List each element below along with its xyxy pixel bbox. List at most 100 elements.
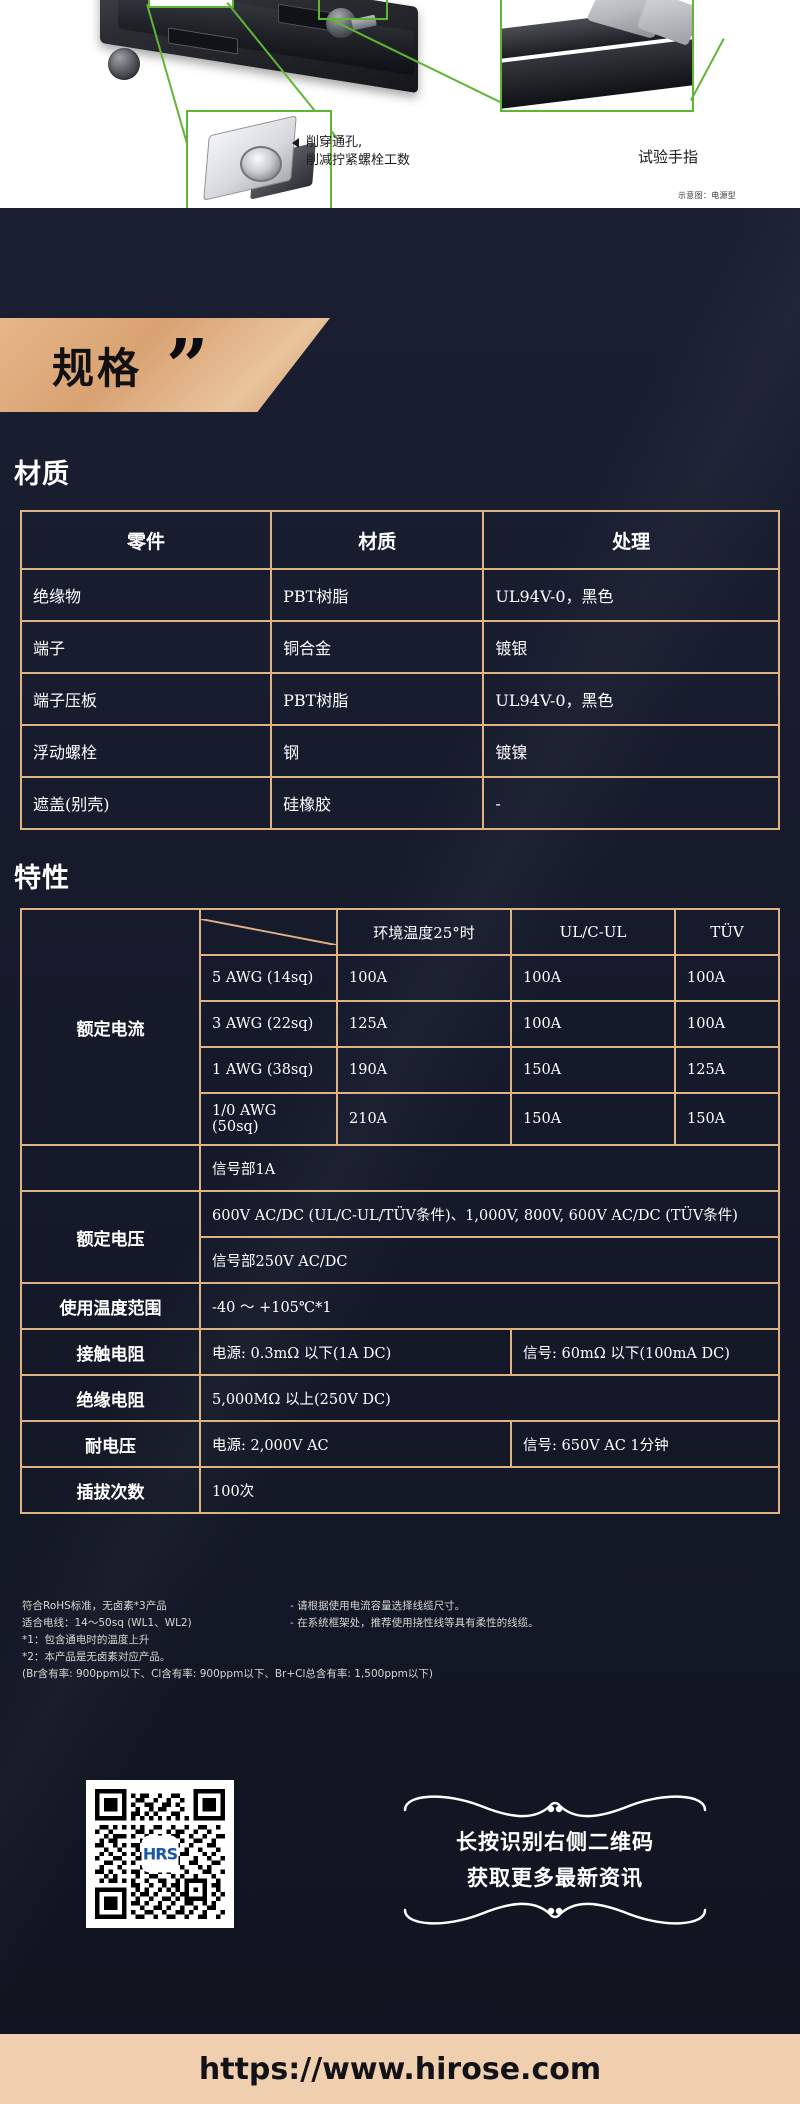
table-row: 3 AWG (22sq) 125A 100A 100A [21, 1000, 780, 1048]
qr-code-matrix [95, 1789, 225, 1919]
current-value: 150A [510, 1092, 676, 1146]
current-value: 100A [510, 954, 676, 1002]
feature-table: 额定电流 环境温度25°时 UL/C-UL TÜV 5 AWG (14sq) 1… [20, 908, 780, 1514]
note-halogen-content: (Br含有率: 900ppm以下、Cl含有率: 900ppm以下、Br+Cl总含… [22, 1668, 433, 1680]
cycles-value: 100次 [199, 1466, 780, 1514]
note-star1: *1：包含通电时的温度上升 [22, 1634, 150, 1646]
material-cell: 端子压板 [19, 672, 273, 726]
material-section-title: 材质 [14, 459, 70, 490]
material-col-material: 材质 [270, 510, 485, 570]
float-bolt-left [108, 48, 140, 80]
product-photo: 削穿通孔, 削减拧紧螺栓工数 试验手指 示意图：电源型 [0, 0, 800, 208]
current-value: 150A [510, 1046, 676, 1094]
annotation-test-finger: 试验手指 [638, 148, 699, 166]
material-table-header-row: 零件 材质 处理 [19, 510, 780, 570]
material-cell: PBT树脂 [270, 672, 485, 726]
voltage-power-value: 600V AC/DC (UL/C-UL/TÜV条件)、1,000V, 800V,… [199, 1190, 780, 1238]
table-row: 1 AWG (38sq) 190A 150A 125A [21, 1046, 780, 1094]
note-flexible-cable: - 在系统框架处，推荐使用挠性线等具有柔性的线缆。 [290, 1617, 539, 1629]
feature-col-tuv: TÜV [674, 908, 780, 956]
material-cell: 镀镍 [482, 724, 780, 778]
qr-message-block: 长按识别右侧二维码 获取更多最新资讯 [390, 1790, 720, 1930]
table-row: 5 AWG (14sq) 100A 100A 100A [21, 954, 780, 1002]
feature-col-ambient: 环境温度25°时 [336, 908, 512, 956]
table-row: 信号部250V AC/DC [21, 1236, 780, 1284]
flourish-top-icon [403, 1795, 707, 1818]
hrs-logo: HRS [141, 1835, 179, 1873]
material-cell: 铜合金 [270, 620, 485, 674]
material-cell: PBT树脂 [270, 568, 485, 622]
current-value: 190A [336, 1046, 512, 1094]
callout-box-test-finger [500, 0, 694, 112]
feature-row-label-current: 额定电流 [20, 908, 201, 1146]
triangle-pointer-icon [292, 138, 299, 148]
leader-line-finger [690, 38, 725, 101]
current-value: 100A [674, 1000, 780, 1048]
hrs-logo-text: HRS [142, 1844, 178, 1864]
feature-row-label-contact-resistance: 接触电阻 [20, 1328, 201, 1376]
table-row: 端子压板 PBT树脂 UL94V-0，黑色 [19, 672, 780, 726]
current-value: 125A [674, 1046, 780, 1094]
diagonal-line-icon [201, 919, 336, 945]
flourish-bottom-icon [403, 1902, 707, 1925]
spec-banner-title: 规格 [52, 343, 143, 393]
footer-url-bar[interactable]: https://www.hirose.com [0, 2034, 800, 2104]
material-cell: 硅橡胶 [270, 776, 485, 830]
feature-section-title: 特性 [14, 863, 70, 894]
temperature-value: -40 ～ +105℃*1 [199, 1282, 780, 1330]
material-cell: 绝缘物 [19, 568, 273, 622]
material-cell: 浮动螺栓 [19, 724, 273, 778]
material-cell: 钢 [270, 724, 485, 778]
feature-row-label-insulation-resistance: 绝缘电阻 [20, 1374, 201, 1422]
material-cell: 遮盖(别壳) [19, 776, 273, 830]
material-col-part: 零件 [19, 510, 273, 570]
qr-message-line-2: 获取更多最新资讯 [467, 1866, 643, 1890]
table-row: 耐电压 电源: 2,000V AC 信号: 650V AC 1分钟 [20, 1420, 780, 1468]
material-col-treatment: 处理 [482, 510, 780, 570]
feature-row-label-empty [20, 1144, 201, 1192]
table-row: 绝缘电阻 5,000MΩ 以上(250V DC) [20, 1374, 780, 1422]
note-star2: *2：本产品是无卤素对应产品。 [22, 1651, 171, 1663]
annotation-through-hole-line2: 削减拧紧螺栓工数 [306, 153, 411, 168]
feature-col-ul: UL/C-UL [510, 908, 676, 956]
feature-row-label-temperature: 使用温度范围 [20, 1282, 201, 1330]
current-signal-value: 信号部1A [199, 1144, 780, 1192]
current-value: 125A [336, 1000, 512, 1048]
current-value: 100A [336, 954, 512, 1002]
feature-row-label-cycles: 插拔次数 [20, 1466, 201, 1514]
material-table: 零件 材质 处理 绝缘物 PBT树脂 UL94V-0，黑色 端子 铜合金 镀银 … [19, 510, 780, 830]
annotation-through-hole-line1: 削穿通孔, [306, 135, 363, 150]
qr-code[interactable]: HRS [86, 1780, 234, 1928]
awg-label: 1 AWG (38sq) [199, 1046, 338, 1094]
contact-resistance-power: 电源: 0.3mΩ 以下(1A DC) [199, 1328, 512, 1376]
note-rohs: 符合RoHS标准，无卤素*3产品 [22, 1600, 167, 1612]
material-cell: UL94V-0，黑色 [482, 672, 780, 726]
annotation-through-hole: 削穿通孔, 削减拧紧螺栓工数 [292, 134, 411, 170]
insulation-resistance-value: 5,000MΩ 以上(250V DC) [199, 1374, 780, 1422]
qr-message-line-1: 长按识别右侧二维码 [456, 1830, 654, 1854]
table-row: 遮盖(别壳) 硅橡胶 - [19, 776, 780, 830]
table-row: 绝缘物 PBT树脂 UL94V-0，黑色 [19, 568, 780, 622]
diagonal-header-cell [199, 908, 338, 956]
table-row: 端子 铜合金 镀银 [19, 620, 780, 674]
callout-box-upper [148, 0, 234, 8]
current-value: 100A [510, 1000, 676, 1048]
current-value: 100A [674, 954, 780, 1002]
note-cable-current: - 请根据使用电流容量选择线缆尺寸。 [290, 1600, 466, 1612]
material-cell: - [482, 776, 780, 830]
awg-label: 1/0 AWG (50sq) [199, 1092, 338, 1146]
awg-label: 3 AWG (22sq) [199, 1000, 338, 1048]
table-row: 插拔次数 100次 [20, 1466, 780, 1514]
material-cell: 镀银 [482, 620, 780, 674]
note-wire: 适合电线：14～50sq (WL1、WL2) [22, 1617, 192, 1629]
table-row: 浮动螺栓 钢 镀镍 [19, 724, 780, 778]
table-row: 额定电压 600V AC/DC (UL/C-UL/TÜV条件)、1,000V, … [20, 1190, 780, 1284]
material-cell: UL94V-0，黑色 [482, 568, 780, 622]
callout-box-bolt [318, 0, 388, 20]
washer-through-hole [240, 146, 282, 182]
table-row: 使用温度范围 -40 ～ +105℃*1 [20, 1282, 780, 1330]
feature-header-row: 额定电流 环境温度25°时 UL/C-UL TÜV [20, 908, 780, 1146]
footnotes: 符合RoHS标准，无卤素*3产品 - 请根据使用电流容量选择线缆尺寸。 适合电线… [22, 1598, 539, 1683]
photo-caption: 示意图：电源型 [678, 191, 737, 200]
product-photo-band: 削穿通孔, 削减拧紧螺栓工数 试验手指 示意图：电源型 [0, 0, 800, 208]
